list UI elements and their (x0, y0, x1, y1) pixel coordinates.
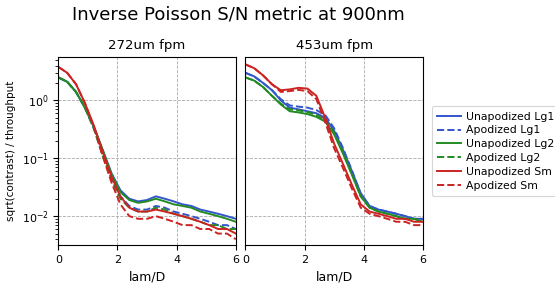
X-axis label: lam/D: lam/D (128, 270, 166, 283)
Text: Inverse Poisson S/N metric at 900nm: Inverse Poisson S/N metric at 900nm (72, 6, 405, 24)
X-axis label: lam/D: lam/D (315, 270, 353, 283)
Title: 272um fpm: 272um fpm (108, 39, 186, 52)
Title: 453um fpm: 453um fpm (296, 39, 372, 52)
Y-axis label: sqrt(contrast) / throughput: sqrt(contrast) / throughput (6, 81, 16, 221)
Legend: Unapodized Lg1, Apodized Lg1, Unapodized Lg2, Apodized Lg2, Unapodized Sm, Apodi: Unapodized Lg1, Apodized Lg1, Unapodized… (432, 106, 555, 196)
